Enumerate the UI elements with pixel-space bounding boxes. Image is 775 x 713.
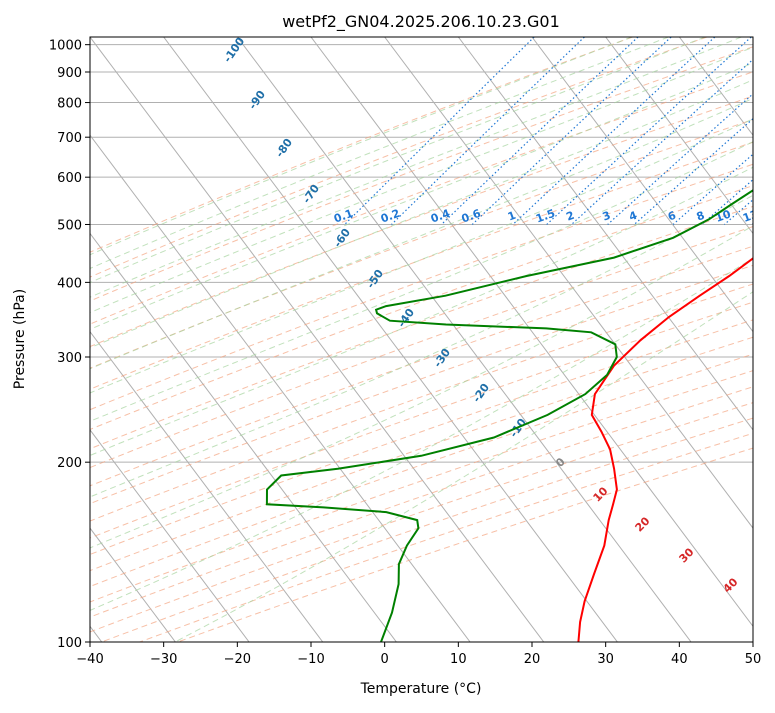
y-tick-label: 100 <box>57 636 82 651</box>
y-tick-label: 900 <box>57 66 82 81</box>
plot-background <box>90 37 753 642</box>
x-axis-label: Temperature (°C) <box>360 681 482 697</box>
x-tick-label: 0 <box>381 652 389 667</box>
mixing-ratio-line <box>752 37 775 225</box>
x-tick-label: −40 <box>76 652 103 667</box>
mixing-ratio-label: 16 <box>763 207 775 225</box>
y-tick-label: 800 <box>57 97 82 112</box>
x-axis: −40 −30 −20 −10 0 10 20 30 40 50 <box>76 642 761 667</box>
x-tick-label: −30 <box>150 652 177 667</box>
y-axis-label: Pressure (hPa) <box>12 289 28 389</box>
x-tick-label: 30 <box>597 652 614 667</box>
isotherm-line <box>753 37 775 642</box>
y-axis: 100 200 300 400 500 600 700 800 900 1000 <box>49 39 90 651</box>
y-tick-label: 700 <box>57 131 82 146</box>
x-tick-label: −10 <box>297 652 324 667</box>
y-tick-label: 400 <box>57 276 82 291</box>
y-tick-label: 1000 <box>49 39 82 54</box>
x-tick-label: −20 <box>224 652 251 667</box>
y-tick-label: 500 <box>57 218 82 233</box>
y-tick-label: 300 <box>57 351 82 366</box>
y-tick-label: 200 <box>57 456 82 471</box>
y-tick-label: 600 <box>57 171 82 186</box>
x-tick-label: 40 <box>671 652 688 667</box>
chart-title: wetPf2_GN04.2025.206.10.23.G01 <box>282 12 560 32</box>
x-tick-label: 10 <box>450 652 467 667</box>
x-tick-label: 20 <box>524 652 541 667</box>
x-tick-label: 50 <box>745 652 762 667</box>
